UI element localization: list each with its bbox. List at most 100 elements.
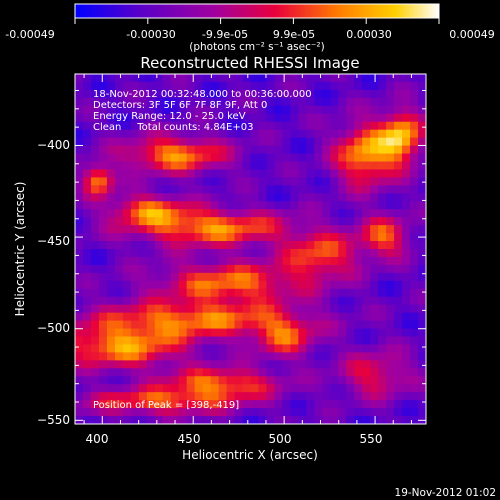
heatmap-cell bbox=[114, 336, 124, 346]
heatmap-cell bbox=[218, 376, 228, 385]
heatmap-cell bbox=[114, 81, 124, 91]
y-tick-label: −550 bbox=[37, 413, 70, 427]
heatmap-cell bbox=[370, 233, 379, 242]
heatmap-cell bbox=[154, 312, 164, 322]
heatmap-cell bbox=[298, 320, 307, 330]
heatmap-cell bbox=[274, 320, 284, 330]
heatmap-cell bbox=[354, 89, 363, 99]
heatmap-cell bbox=[98, 264, 108, 274]
heatmap-cell bbox=[370, 344, 379, 353]
heatmap-cell bbox=[162, 137, 172, 147]
heatmap-cell bbox=[98, 336, 108, 346]
heatmap-cell bbox=[226, 312, 236, 322]
heatmap-cell bbox=[314, 368, 323, 377]
heatmap-cell bbox=[82, 193, 92, 202]
heatmap-cell bbox=[378, 81, 387, 91]
heatmap-cell bbox=[146, 129, 156, 139]
heatmap-cell bbox=[218, 384, 228, 393]
heatmap-cell bbox=[370, 177, 379, 186]
heatmap-cell bbox=[378, 336, 387, 346]
heatmap-cell bbox=[178, 296, 188, 306]
heatmap-cell bbox=[234, 129, 244, 139]
heatmap-cell bbox=[75, 400, 84, 409]
heatmap-cell bbox=[106, 264, 116, 274]
heatmap-cell bbox=[338, 97, 347, 107]
heatmap-cell bbox=[162, 81, 172, 91]
heatmap-cell bbox=[90, 376, 100, 385]
heatmap-cell bbox=[154, 360, 164, 369]
heatmap-cell bbox=[378, 89, 387, 99]
heatmap-cell bbox=[290, 201, 299, 210]
heatmap-cell bbox=[322, 392, 331, 401]
heatmap-cell bbox=[122, 288, 132, 298]
heatmap-cell bbox=[362, 408, 371, 417]
heatmap-cell bbox=[226, 272, 236, 282]
heatmap-cell bbox=[346, 392, 355, 401]
heatmap-cell bbox=[194, 137, 204, 147]
heatmap-cell bbox=[306, 416, 315, 424]
heatmap-cell bbox=[234, 97, 244, 107]
heatmap-cell bbox=[122, 137, 132, 147]
heatmap-cell bbox=[386, 376, 395, 385]
heatmap-cell bbox=[362, 225, 371, 234]
heatmap-cell bbox=[362, 177, 371, 186]
heatmap-cell bbox=[210, 400, 220, 409]
heatmap-cell bbox=[386, 304, 395, 314]
heatmap-cell bbox=[194, 400, 204, 409]
heatmap-cell bbox=[290, 296, 299, 306]
heatmap-cell bbox=[194, 280, 204, 290]
heatmap-cell bbox=[290, 129, 299, 139]
heatmap-cell bbox=[162, 312, 172, 322]
heatmap-cell bbox=[266, 97, 276, 107]
heatmap-cell bbox=[75, 81, 84, 91]
heatmap-cell bbox=[114, 209, 124, 218]
colorbar-tick-label: 0.00049 bbox=[449, 28, 495, 41]
heatmap-cell bbox=[186, 320, 196, 330]
heatmap-cell bbox=[75, 129, 84, 139]
heatmap-cell bbox=[410, 312, 419, 322]
heatmap-cell bbox=[282, 384, 291, 393]
heatmap-cell bbox=[130, 169, 140, 178]
heatmap-cell bbox=[194, 392, 204, 401]
heatmap-cell bbox=[282, 344, 291, 353]
heatmap-cell bbox=[242, 209, 252, 218]
heatmap-cell bbox=[154, 392, 164, 401]
heatmap-cell bbox=[402, 209, 411, 218]
heatmap-cell bbox=[362, 137, 371, 147]
heatmap-cell bbox=[250, 400, 260, 409]
heatmap-cell bbox=[114, 89, 124, 99]
heatmap-cell bbox=[194, 328, 204, 338]
heatmap-cell bbox=[314, 256, 323, 266]
heatmap-cell bbox=[75, 264, 84, 274]
heatmap-cell bbox=[186, 177, 196, 186]
heatmap-cell bbox=[202, 392, 212, 401]
heatmap-cell bbox=[266, 169, 276, 178]
heatmap-cell bbox=[402, 241, 411, 250]
heatmap-cell bbox=[282, 137, 291, 147]
heatmap-cell bbox=[234, 304, 244, 314]
heatmap-cell bbox=[362, 312, 371, 322]
heatmap-cell bbox=[306, 376, 315, 385]
heatmap-cell bbox=[298, 376, 307, 385]
heatmap-cell bbox=[82, 161, 92, 171]
heatmap-cell bbox=[234, 201, 244, 210]
heatmap-cell bbox=[218, 280, 228, 290]
heatmap-cell bbox=[170, 113, 180, 123]
heatmap-cell bbox=[258, 97, 268, 107]
heatmap-cell bbox=[218, 249, 228, 258]
heatmap-cell bbox=[402, 97, 411, 107]
heatmap-cell bbox=[346, 121, 355, 131]
heatmap-cell bbox=[106, 97, 116, 107]
heatmap-cell bbox=[402, 217, 411, 226]
heatmap-cell bbox=[306, 161, 315, 171]
heatmap-cell bbox=[306, 225, 315, 234]
heatmap-cell bbox=[314, 113, 323, 123]
heatmap-cell bbox=[258, 74, 268, 83]
heatmap-cell bbox=[282, 400, 291, 409]
heatmap-cell bbox=[306, 256, 315, 266]
heatmap-cell bbox=[410, 400, 419, 409]
heatmap-cell bbox=[354, 288, 363, 298]
heatmap-cell bbox=[306, 74, 315, 83]
heatmap-cell bbox=[162, 256, 172, 266]
heatmap-cell bbox=[82, 74, 92, 83]
